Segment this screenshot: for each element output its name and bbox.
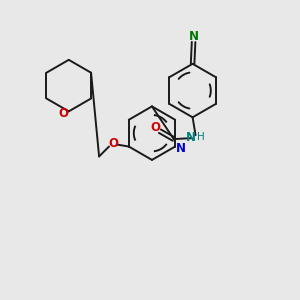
Text: N: N	[186, 130, 196, 144]
Text: H: H	[197, 132, 204, 142]
Text: O: O	[150, 121, 160, 134]
Text: O: O	[108, 137, 118, 150]
Text: N: N	[189, 30, 199, 43]
Text: O: O	[59, 107, 69, 120]
Text: N: N	[176, 142, 186, 155]
